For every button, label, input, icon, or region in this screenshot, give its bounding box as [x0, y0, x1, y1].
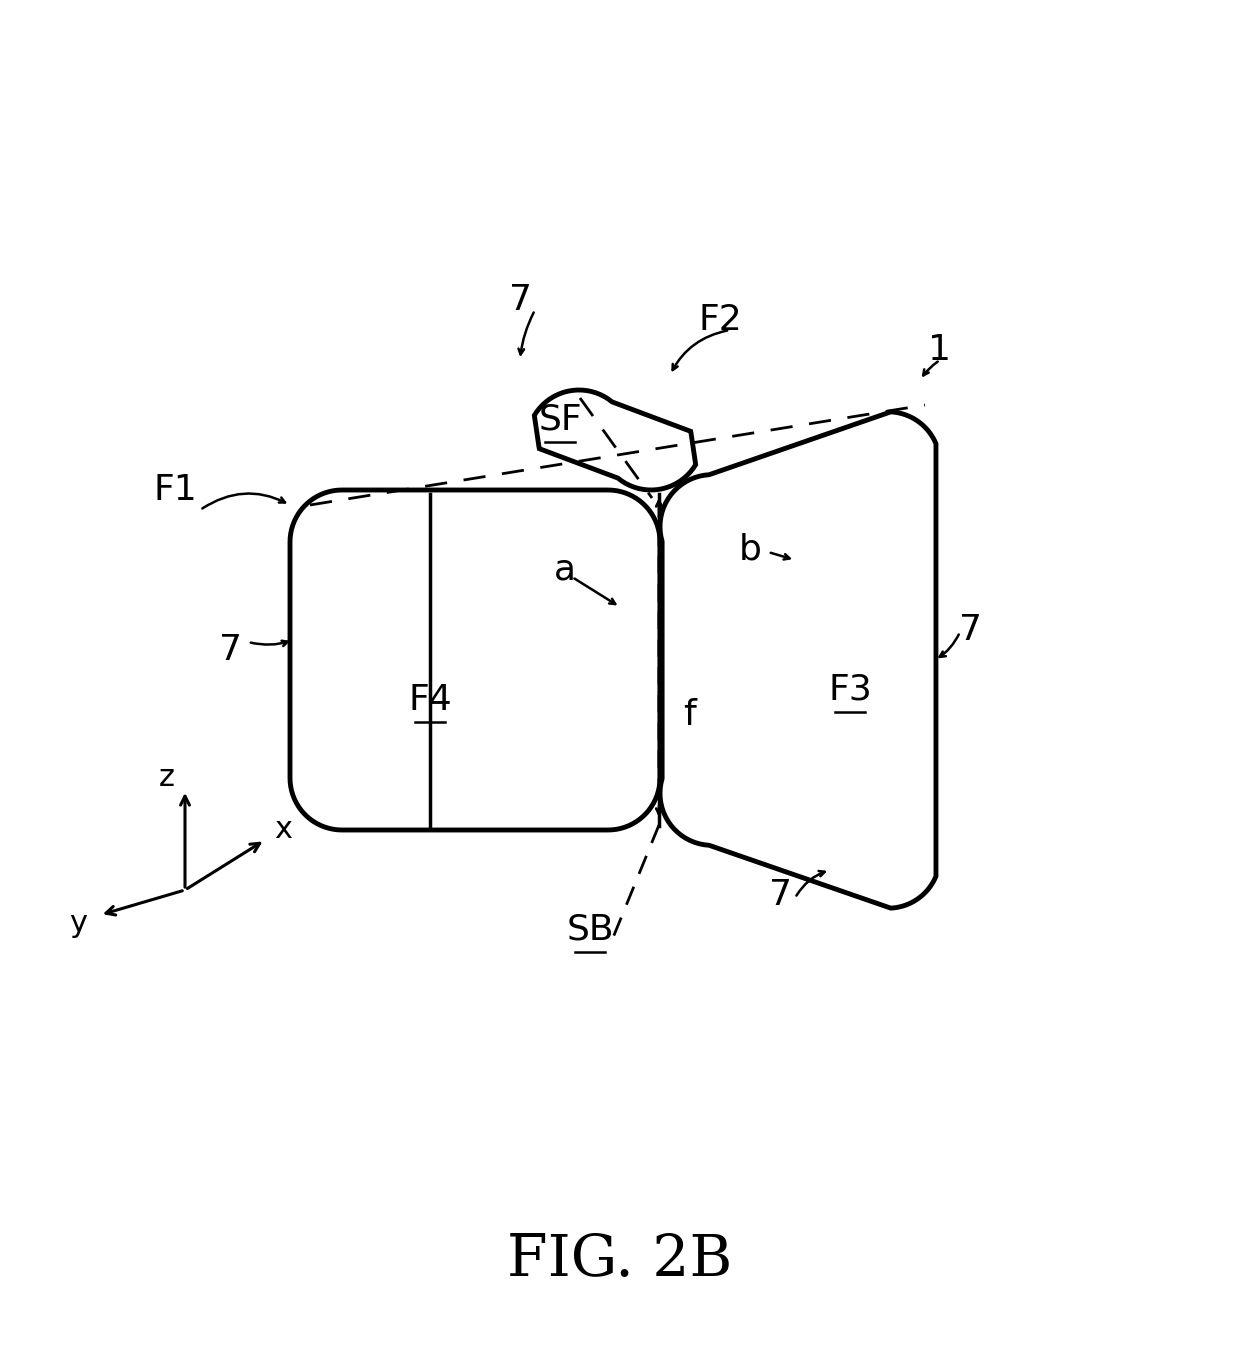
Text: 1: 1 — [929, 333, 951, 367]
Polygon shape — [534, 390, 696, 490]
Text: f: f — [683, 698, 697, 732]
Text: x: x — [274, 816, 291, 845]
Text: 7: 7 — [769, 879, 791, 913]
Text: y: y — [69, 908, 87, 937]
Text: z: z — [159, 763, 175, 793]
Polygon shape — [660, 412, 936, 908]
Text: 7: 7 — [508, 283, 532, 317]
Text: F1: F1 — [153, 473, 197, 507]
Text: F2: F2 — [698, 303, 742, 337]
Text: 7: 7 — [218, 632, 242, 666]
Text: F3: F3 — [828, 673, 872, 707]
Text: FIG. 2B: FIG. 2B — [507, 1232, 733, 1288]
Text: SF: SF — [538, 403, 582, 437]
Text: a: a — [554, 554, 577, 588]
Text: F4: F4 — [408, 683, 451, 717]
Text: SB: SB — [567, 913, 614, 947]
Text: b: b — [739, 533, 761, 567]
Polygon shape — [290, 490, 660, 830]
Text: 7: 7 — [959, 613, 982, 647]
